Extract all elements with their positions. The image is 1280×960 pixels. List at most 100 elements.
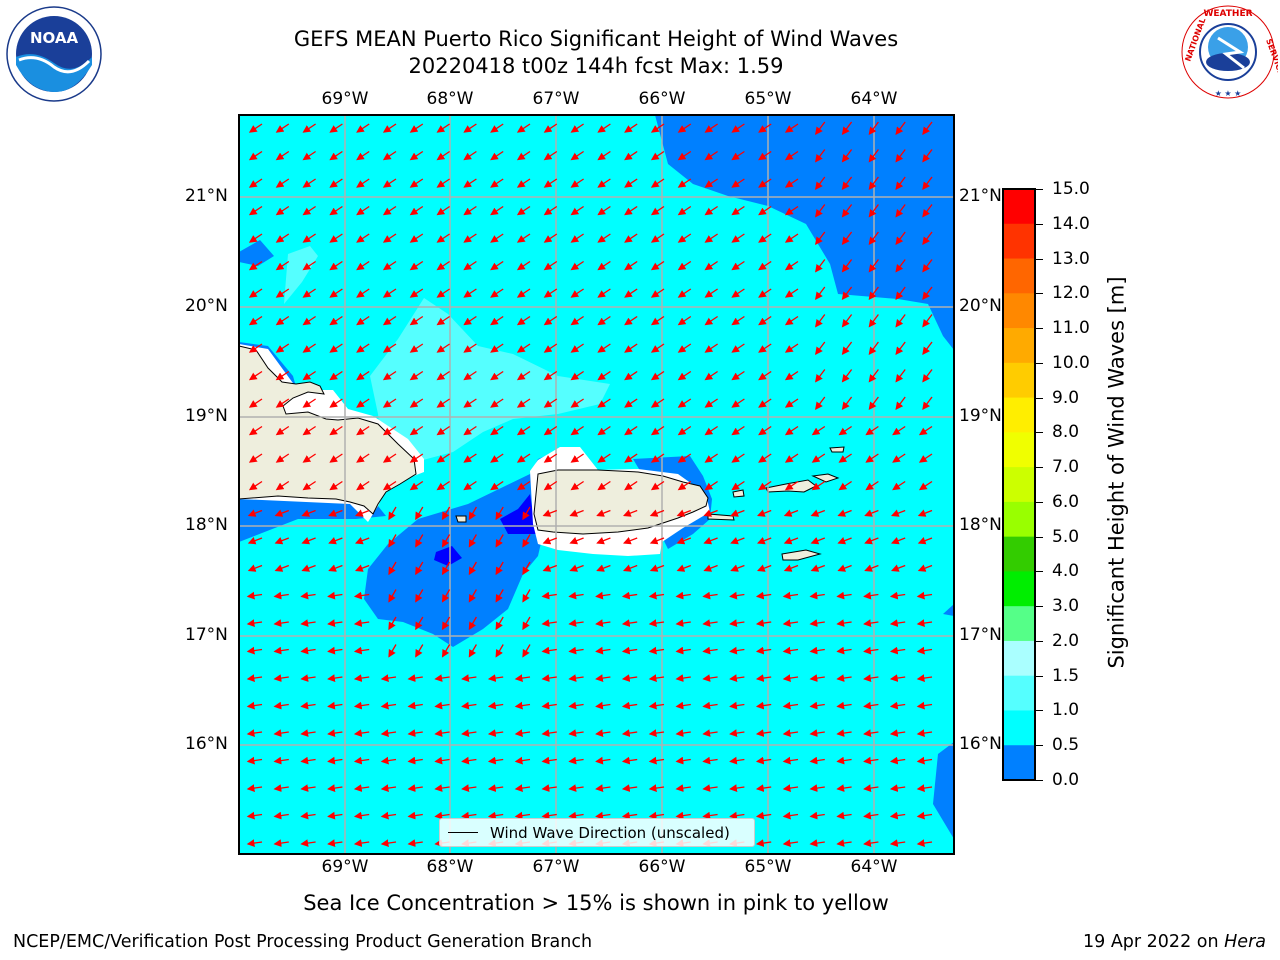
wave-direction-arrow xyxy=(677,150,692,161)
wave-direction-arrow xyxy=(890,509,906,517)
wave-direction-arrow xyxy=(248,150,263,161)
wave-direction-arrow xyxy=(624,233,638,243)
wave-direction-arrow xyxy=(246,591,263,600)
wave-direction-arrow xyxy=(595,701,611,710)
wave-direction-arrow xyxy=(436,398,450,408)
wave-direction-arrow xyxy=(487,701,504,710)
wave-direction-arrow xyxy=(329,425,343,436)
wave-direction-arrow xyxy=(815,341,826,356)
wave-direction-arrow xyxy=(415,534,424,548)
wave-direction-arrow xyxy=(648,701,665,710)
lat-label-right: 20°N xyxy=(959,296,1002,316)
wave-direction-arrow xyxy=(570,453,584,463)
wave-direction-arrow xyxy=(597,453,611,463)
mona-island xyxy=(455,515,467,523)
wave-direction-arrow xyxy=(895,149,906,163)
lat-label-left: 18°N xyxy=(185,515,228,535)
wave-direction-arrow xyxy=(490,343,504,353)
wave-direction-arrow xyxy=(487,674,504,682)
wave-direction-arrow xyxy=(436,343,450,353)
wave-direction-arrow xyxy=(273,674,289,682)
colorbar-segment xyxy=(1003,223,1035,260)
wave-direction-arrow xyxy=(490,398,504,408)
colorbar-segment xyxy=(1003,606,1035,642)
wave-direction-arrow xyxy=(490,150,504,161)
wave-direction-arrow xyxy=(300,619,316,627)
wave-direction-arrow xyxy=(356,178,370,188)
wave-direction-arrow xyxy=(247,509,263,517)
colorbar-tick xyxy=(1036,362,1043,364)
wave-direction-arrow xyxy=(815,231,826,246)
wave-direction-arrow xyxy=(704,453,718,463)
lon-label-bottom: 65°W xyxy=(744,857,792,877)
wave-direction-arrow xyxy=(784,260,799,271)
wave-direction-arrow xyxy=(895,314,906,328)
wave-direction-arrow xyxy=(246,839,263,847)
wave-direction-arrow xyxy=(468,644,477,658)
wave-direction-arrow xyxy=(514,756,531,765)
wave-direction-arrow xyxy=(836,619,852,627)
wave-direction-arrow xyxy=(703,564,718,572)
wave-direction-arrow xyxy=(327,701,343,710)
wave-direction-arrow xyxy=(841,176,853,191)
wave-direction-arrow xyxy=(784,398,799,408)
colorbar-tick xyxy=(1036,606,1043,608)
wave-direction-arrow xyxy=(275,260,290,271)
wave-direction-arrow xyxy=(836,811,852,820)
wave-direction-arrow xyxy=(922,286,933,301)
wave-direction-arrow xyxy=(755,619,772,627)
wave-direction-arrow xyxy=(382,150,397,161)
wave-direction-arrow xyxy=(275,288,290,298)
wave-direction-arrow xyxy=(327,646,343,655)
wave-direction-arrow xyxy=(702,729,718,737)
wave-direction-arrow xyxy=(836,646,852,655)
wave-direction-arrow xyxy=(329,178,343,188)
wave-direction-arrow xyxy=(868,314,879,328)
wave-direction-arrow xyxy=(650,233,665,243)
colorbar-tick-label: 9.0 xyxy=(1052,387,1080,408)
wave-direction-arrow xyxy=(677,370,692,381)
wave-direction-arrow xyxy=(622,564,638,572)
wave-direction-arrow xyxy=(516,343,531,353)
wave-direction-arrow xyxy=(463,205,477,216)
wave-direction-arrow xyxy=(838,425,852,436)
wave-direction-arrow xyxy=(380,729,397,737)
wave-direction-arrow xyxy=(868,369,879,383)
wave-direction-arrow xyxy=(595,784,611,792)
wave-direction-arrow xyxy=(356,480,370,491)
wave-direction-arrow xyxy=(380,756,397,765)
wave-direction-arrow xyxy=(275,343,290,353)
colorbar-tick xyxy=(1036,397,1043,399)
wave-direction-arrow xyxy=(621,619,638,627)
wave-direction-arrow xyxy=(516,398,531,408)
wave-direction-arrow xyxy=(461,756,477,765)
lon-label-top: 68°W xyxy=(426,89,474,109)
wave-direction-arrow xyxy=(922,121,933,136)
wave-direction-arrow xyxy=(543,453,558,463)
wave-direction-arrow xyxy=(273,646,289,655)
wave-direction-arrow xyxy=(677,205,692,216)
wave-direction-arrow xyxy=(731,205,745,216)
wave-direction-arrow xyxy=(327,839,343,847)
wave-direction-arrow xyxy=(329,150,343,161)
wave-direction-arrow xyxy=(815,259,826,273)
wave-direction-arrow xyxy=(487,756,504,765)
colorbar-segment xyxy=(1003,397,1035,433)
wave-direction-arrow xyxy=(621,701,638,710)
wave-direction-arrow xyxy=(356,370,370,381)
colorbar-segment xyxy=(1003,710,1035,746)
wave-direction-arrow xyxy=(516,260,531,271)
wave-direction-arrow xyxy=(841,341,853,356)
culebra-island xyxy=(732,489,745,498)
wave-band-ne xyxy=(655,115,954,350)
wave-direction-arrow xyxy=(704,123,718,133)
wave-direction-arrow xyxy=(248,315,263,326)
wave-direction-arrow xyxy=(246,646,263,655)
wave-direction-arrow xyxy=(865,453,879,463)
colorbar-segment xyxy=(1003,675,1035,711)
wave-direction-arrow xyxy=(756,564,772,572)
wave-direction-arrow xyxy=(516,453,531,463)
wave-direction-arrow xyxy=(247,537,263,545)
wave-direction-arrow xyxy=(624,123,638,133)
wave-direction-arrow xyxy=(522,644,531,658)
